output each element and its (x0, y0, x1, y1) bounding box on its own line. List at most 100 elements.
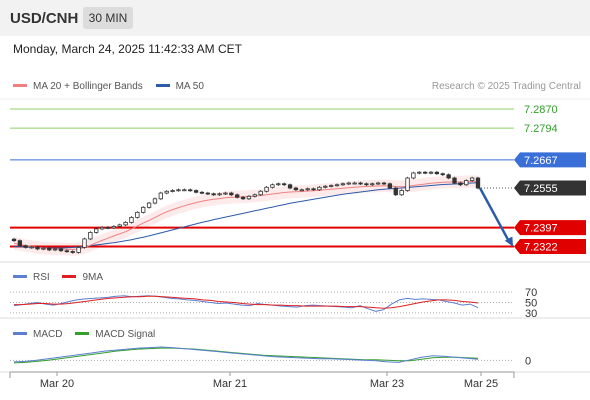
candle-body (129, 216, 134, 223)
candle-body (135, 211, 140, 218)
candle-body (393, 187, 398, 196)
candle-body (164, 190, 169, 194)
candle-body (323, 185, 328, 188)
candle-body (123, 221, 128, 226)
legend-rsi: RSI (13, 272, 50, 283)
level-label-support: 7.2397 (524, 223, 558, 235)
candle-body (334, 184, 340, 187)
candle-body (229, 192, 234, 196)
candle-body (475, 177, 481, 189)
candle-body (329, 185, 334, 187)
candle-body (375, 182, 381, 185)
candle-body (276, 183, 281, 186)
candle-body (340, 183, 346, 186)
x-tick-label: Mar 25 (464, 378, 498, 390)
macd-label: MACD (33, 329, 63, 340)
candle-body (188, 189, 193, 192)
candle-body (199, 191, 205, 194)
candle-body (217, 193, 222, 196)
candle-body (305, 188, 310, 191)
ma50-line (13, 182, 479, 249)
candle-body (182, 189, 187, 192)
candle-body (58, 248, 64, 252)
candle-body (211, 193, 216, 196)
level-label-current: 7.2555 (524, 183, 558, 195)
candle-body (152, 198, 158, 204)
rsi-level-label: 50 (525, 298, 537, 310)
candle-body (458, 182, 463, 186)
ma20-line (13, 180, 479, 251)
symbol-title: USD/CNH (10, 10, 79, 27)
candle-body (252, 194, 257, 197)
level-label-pivot: 7.2667 (524, 155, 558, 167)
candle-body (352, 182, 357, 185)
ma50-swatch (155, 83, 170, 87)
candle-body (364, 183, 369, 186)
candle-body (270, 184, 275, 188)
candle-body (176, 189, 181, 192)
macd-zero-label: 0 (525, 355, 531, 367)
candle-body (399, 190, 404, 196)
signal-label: MACD Signal (95, 329, 156, 340)
candle-body (358, 182, 363, 185)
candle-body (434, 171, 440, 175)
level-label-box (514, 220, 586, 236)
candle-body (88, 232, 93, 240)
candle-body (469, 177, 475, 181)
candle-body (11, 238, 17, 242)
rsi-legend: RSI 9MA (13, 272, 113, 283)
rsi-swatch (13, 274, 27, 278)
candle-body (428, 171, 434, 174)
candle-body (23, 245, 28, 248)
rsi-line (13, 295, 479, 312)
candle-body (99, 226, 105, 230)
forecast-arrow (478, 187, 511, 243)
rsi-label: RSI (33, 272, 50, 283)
candle-body (141, 206, 146, 213)
level-label-target: 7.2794 (524, 123, 558, 135)
x-tick-label: Mar 21 (213, 378, 247, 390)
candle-body (111, 225, 117, 229)
candle-body (417, 171, 422, 174)
candle-body (41, 247, 46, 250)
candle-body (158, 192, 163, 200)
level-label-target: 7.2870 (524, 104, 558, 116)
candle-body (29, 246, 34, 249)
candle-body (440, 173, 445, 176)
bollinger-band (14, 175, 478, 256)
candle-body (64, 250, 70, 253)
rsi-level-label: 70 (525, 287, 537, 299)
signal-swatch (75, 331, 90, 335)
x-tick-label: Mar 23 (370, 378, 404, 390)
level-label-box (514, 180, 586, 196)
legend-ma50: MA 50 (155, 81, 204, 92)
timeframe-button[interactable]: 30 MIN (83, 7, 133, 29)
9ma-label: 9MA (82, 272, 104, 283)
9ma-swatch (62, 274, 77, 278)
candle-body (446, 174, 451, 179)
candle-body (205, 192, 210, 195)
legend-macd: MACD (13, 329, 62, 340)
candle-body (52, 248, 58, 251)
candle-body (223, 192, 228, 195)
level-label-box (514, 238, 586, 254)
ma50-label: MA 50 (175, 81, 204, 92)
candle-body (235, 194, 240, 198)
rsi-level-label: 30 (525, 308, 537, 320)
candle-body (105, 226, 111, 229)
macd-swatch (13, 331, 27, 335)
candle-body (82, 238, 87, 248)
legend-9ma: 9MA (62, 272, 103, 283)
bollinger-swatch (13, 83, 27, 87)
chart-datetime: Monday, March 24, 2025 11:42:33 AM CET (13, 42, 243, 56)
candle-body (452, 177, 457, 184)
candle-body (35, 246, 40, 250)
header-bar: USD/CNH 30 MIN (0, 0, 590, 36)
candle-body (317, 186, 322, 191)
legend-bollinger: MA 20 + Bollinger Bands (13, 81, 143, 92)
candle-body (299, 189, 304, 192)
research-credit: Research © 2025 Trading Central (431, 81, 581, 92)
candle-body (411, 172, 416, 179)
candle-body (370, 183, 375, 186)
